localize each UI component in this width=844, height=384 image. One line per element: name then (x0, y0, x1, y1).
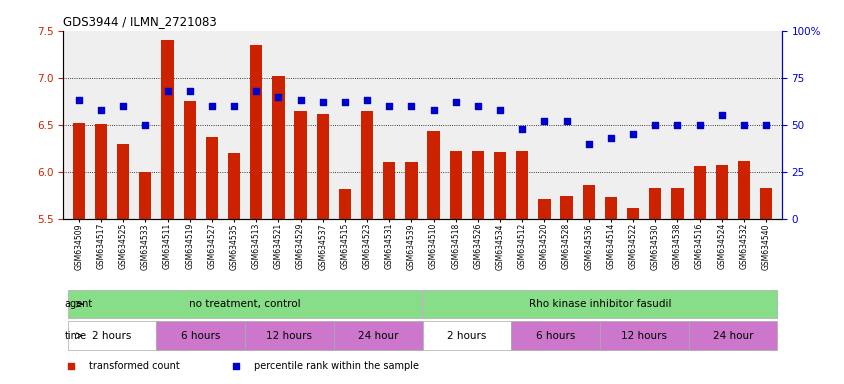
Text: 12 hours: 12 hours (266, 331, 312, 341)
Point (603, 135, 617, 141)
Bar (206, 137, 218, 384)
Bar (693, 166, 705, 384)
Bar (382, 162, 395, 384)
Bar (511, 321, 599, 350)
Text: GDS3944 / ILMN_2721083: GDS3944 / ILMN_2721083 (63, 15, 217, 28)
Text: 2 hours: 2 hours (92, 331, 132, 341)
Point (714, 113, 728, 119)
Point (625, 131, 639, 137)
Bar (670, 188, 683, 384)
Point (537, 118, 550, 124)
Bar (626, 208, 638, 384)
Text: no treatment, control: no treatment, control (189, 299, 300, 309)
Bar (360, 111, 373, 384)
Point (116, 103, 130, 109)
Bar (73, 123, 85, 384)
Bar (737, 162, 749, 384)
Bar (156, 321, 245, 350)
Point (294, 97, 307, 103)
Point (515, 126, 528, 132)
Bar (494, 152, 506, 384)
Bar (422, 321, 511, 350)
Point (229, 363, 242, 369)
Bar (245, 321, 333, 350)
Bar (338, 189, 350, 384)
Bar (272, 76, 284, 384)
Bar (316, 114, 328, 384)
Bar (516, 151, 528, 384)
Point (736, 122, 749, 128)
Bar (161, 40, 174, 384)
Bar (68, 290, 422, 318)
Bar (117, 144, 129, 384)
Bar (95, 124, 107, 384)
Point (560, 118, 573, 124)
Point (360, 97, 373, 103)
Point (647, 122, 661, 128)
Bar (560, 196, 572, 384)
Text: 24 hour: 24 hour (358, 331, 398, 341)
Bar (599, 321, 688, 350)
Text: 6 hours: 6 hours (535, 331, 575, 341)
Text: Rho kinase inhibitor fasudil: Rho kinase inhibitor fasudil (528, 299, 670, 309)
Bar (427, 131, 439, 384)
Point (72, 97, 85, 103)
Point (493, 107, 506, 113)
Point (471, 103, 484, 109)
Bar (422, 290, 776, 318)
Text: 12 hours: 12 hours (620, 331, 667, 341)
Bar (604, 197, 616, 384)
Text: 24 hour: 24 hour (711, 331, 752, 341)
Text: 6 hours: 6 hours (181, 331, 220, 341)
Bar (688, 321, 776, 350)
Point (382, 103, 396, 109)
Bar (759, 188, 771, 384)
Point (227, 103, 241, 109)
Point (404, 103, 418, 109)
Point (249, 88, 262, 94)
Bar (228, 153, 240, 384)
Text: 2 hours: 2 hours (446, 331, 486, 341)
Point (271, 94, 284, 100)
Point (64, 363, 78, 369)
Point (160, 88, 174, 94)
Point (426, 107, 440, 113)
Point (670, 122, 684, 128)
Point (95, 107, 108, 113)
Bar (250, 45, 262, 384)
Bar (715, 165, 727, 384)
Bar (582, 185, 594, 384)
Bar (538, 199, 550, 384)
Point (316, 99, 329, 105)
Bar (333, 321, 422, 350)
Bar (294, 111, 306, 384)
Bar (68, 321, 156, 350)
Point (183, 88, 197, 94)
Bar (405, 162, 417, 384)
Bar (648, 188, 661, 384)
Bar (139, 172, 151, 384)
Text: time: time (64, 331, 86, 341)
Point (138, 122, 152, 128)
Point (205, 103, 219, 109)
Point (448, 99, 462, 105)
Text: agent: agent (64, 299, 93, 309)
Point (338, 99, 351, 105)
Point (582, 141, 595, 147)
Point (759, 122, 772, 128)
Bar (449, 151, 462, 384)
Bar (471, 151, 484, 384)
Text: percentile rank within the sample: percentile rank within the sample (253, 361, 419, 371)
Text: transformed count: transformed count (89, 361, 179, 371)
Point (692, 122, 706, 128)
Bar (183, 101, 196, 384)
